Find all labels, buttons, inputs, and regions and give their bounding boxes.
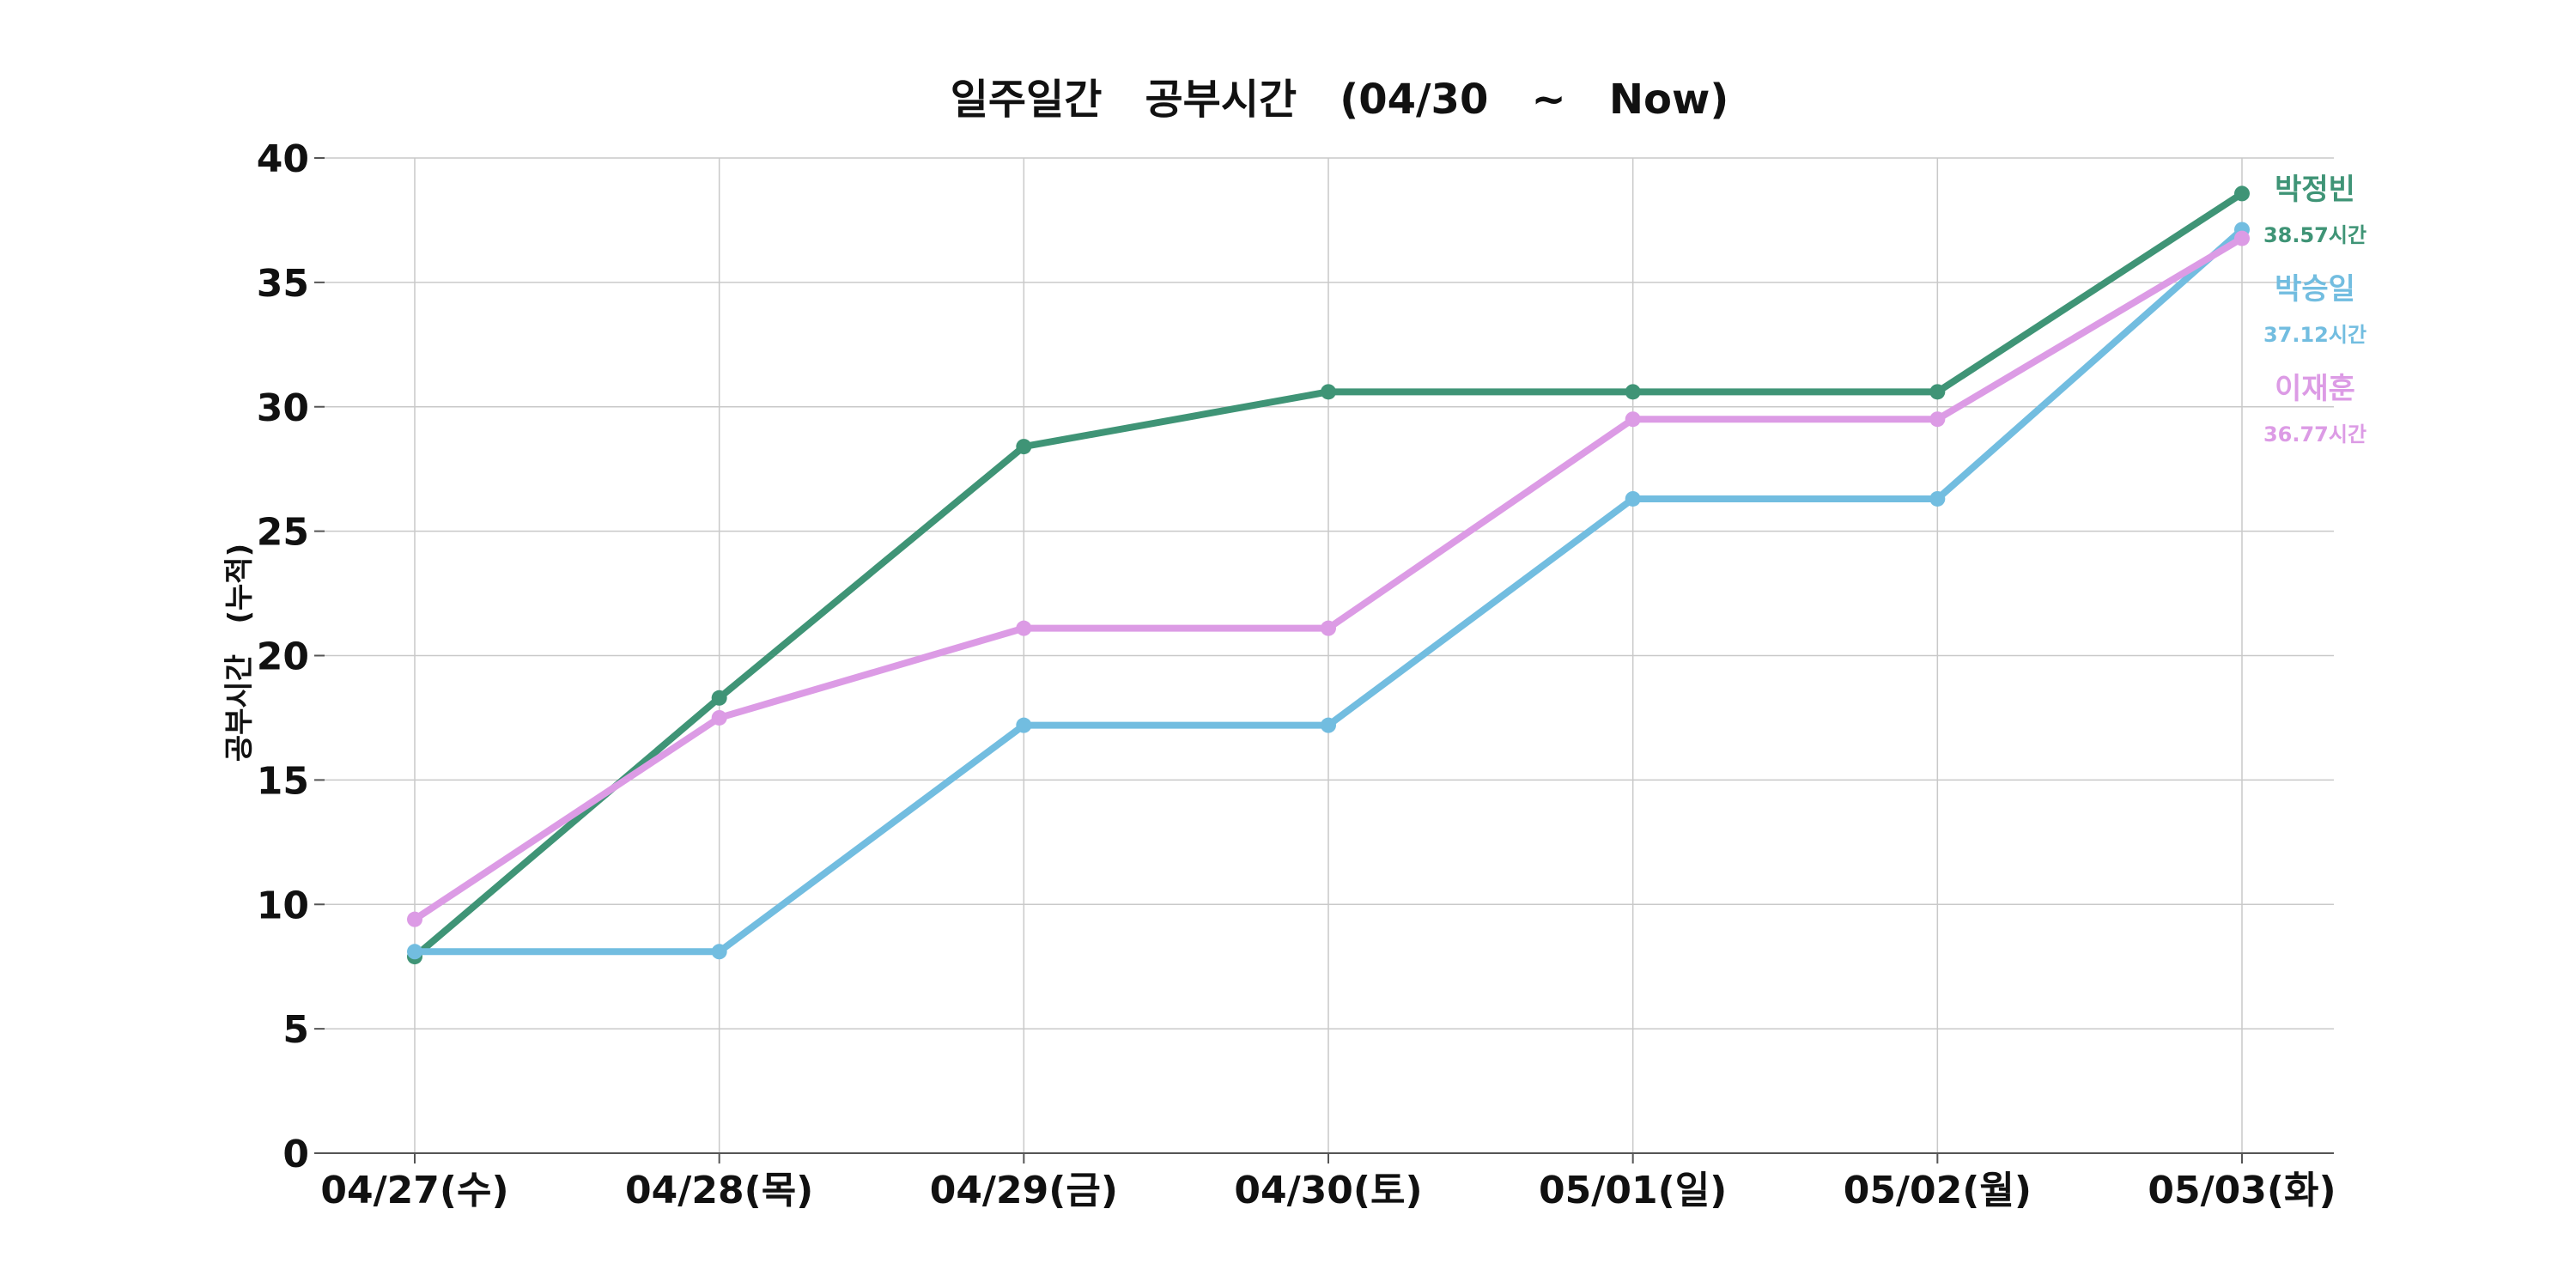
data-point — [1016, 717, 1032, 733]
x-tick-label: 04/30(토) — [1234, 1169, 1422, 1212]
data-point — [1929, 490, 1946, 507]
x-tick-label: 04/27(수) — [320, 1169, 508, 1212]
y-tick-label: 5 — [283, 1008, 309, 1052]
y-tick-label: 20 — [257, 635, 309, 679]
data-point — [1321, 717, 1336, 733]
data-point — [1625, 384, 1641, 400]
axes: 0 5 10 15 20 25 30 35 40 04/27(수) 04/28(목) 04/29(금)… — [257, 137, 2336, 1212]
y-tick-label: 35 — [257, 262, 309, 306]
y-tick-label: 25 — [257, 511, 309, 555]
data-point — [1016, 620, 1032, 636]
y-tick-label: 10 — [257, 884, 309, 927]
data-point — [1625, 490, 1641, 507]
data-point — [1321, 620, 1336, 636]
y-tick-label: 30 — [257, 386, 309, 430]
series-group — [407, 185, 2250, 965]
series-1 — [407, 222, 2250, 960]
grid — [325, 157, 2334, 1153]
data-point — [407, 944, 422, 960]
data-point — [711, 944, 727, 960]
y-tick-label: 15 — [257, 759, 309, 803]
series-2 — [407, 230, 2250, 927]
chart-title: 일주일간 공부시간 (04/30 ~ Now) — [951, 76, 1729, 124]
legend-name: 박승일 — [2275, 272, 2355, 307]
data-point — [1929, 411, 1946, 428]
data-point — [1625, 411, 1641, 428]
data-point — [2234, 230, 2250, 246]
data-point — [2234, 185, 2250, 202]
legend-total: 37.12시간 — [2263, 323, 2366, 347]
data-point — [407, 911, 422, 927]
data-point — [711, 709, 727, 726]
data-point — [711, 690, 727, 706]
y-axis-label: 공부시간 (누적) — [222, 544, 257, 762]
data-point — [1321, 384, 1336, 400]
y-tick-label: 0 — [283, 1133, 309, 1176]
data-point — [1016, 439, 1032, 455]
x-tick-label: 05/01(일) — [1539, 1169, 1727, 1212]
legend-name: 이재훈 — [2275, 372, 2355, 406]
legend-name: 박정빈 — [2275, 173, 2355, 207]
legend-total: 36.77시간 — [2263, 422, 2366, 447]
legend-total: 38.57시간 — [2263, 223, 2366, 247]
x-tick-label: 05/02(월) — [1844, 1169, 2032, 1212]
y-tick-label: 40 — [257, 137, 309, 181]
x-tick-label: 04/29(금) — [930, 1169, 1118, 1212]
x-tick-label: 05/03(화) — [2148, 1169, 2336, 1212]
data-point — [1929, 384, 1946, 400]
x-tick-label: 04/28(목) — [625, 1169, 813, 1212]
